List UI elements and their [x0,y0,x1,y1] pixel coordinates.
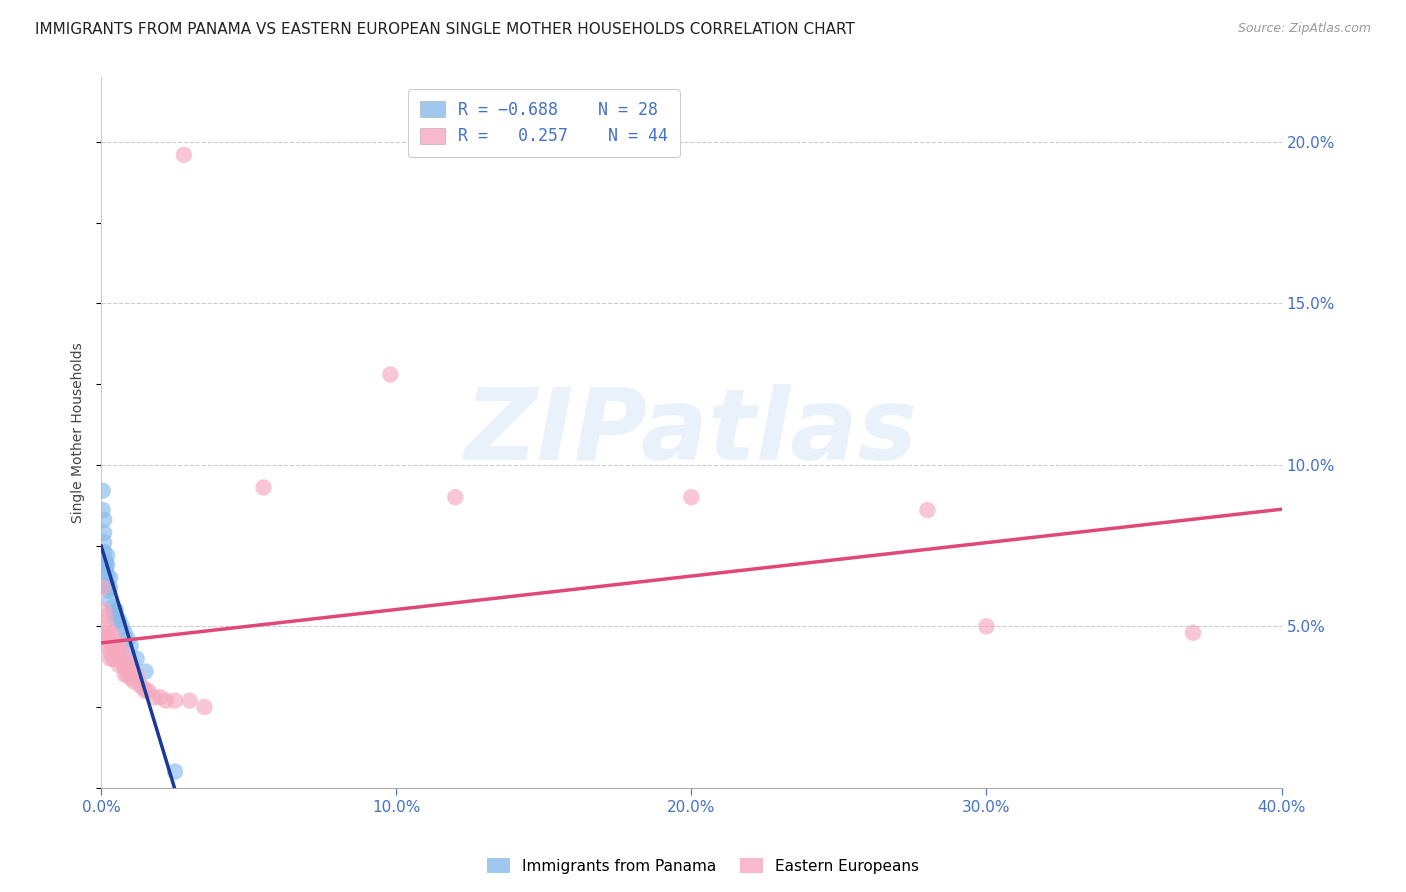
Point [93,535,115,549]
Point [444,490,467,504]
Text: ZIPatlas: ZIPatlas [465,384,918,481]
Point [173,148,195,162]
Point [98,581,121,595]
Point [91,503,114,517]
Point [131,681,153,695]
Point [125,651,148,665]
Point [96,629,118,643]
Point [91,483,114,498]
Point [134,665,156,679]
Point [134,684,156,698]
Point [117,667,139,681]
Point [94,555,117,569]
Point [104,613,127,627]
Point [94,609,117,624]
Point [117,632,139,647]
Point [380,368,402,382]
Point [96,558,118,572]
Point [91,581,114,595]
Point [96,639,118,653]
Point [93,625,115,640]
Point [111,619,134,633]
Point [104,651,127,665]
Point [93,513,115,527]
Point [128,677,150,691]
Point [114,661,136,675]
Point [98,635,121,649]
Point [98,625,121,640]
Point [101,639,124,653]
Point [108,648,131,663]
Point [111,655,134,669]
Point [108,613,131,627]
Point [93,545,115,559]
Point [96,577,118,591]
Point [179,693,201,707]
Point [93,525,115,540]
Point [252,481,274,495]
Point [917,503,939,517]
Point [114,625,136,640]
Point [98,593,121,607]
Text: Source: ZipAtlas.com: Source: ZipAtlas.com [1237,22,1371,36]
Legend: R = −0.688    N = 28, R =   0.257    N = 44: R = −0.688 N = 28, R = 0.257 N = 44 [408,89,679,157]
Point [120,665,142,679]
Text: IMMIGRANTS FROM PANAMA VS EASTERN EUROPEAN SINGLE MOTHER HOUSEHOLDS CORRELATION : IMMIGRANTS FROM PANAMA VS EASTERN EUROPE… [35,22,855,37]
Point [143,690,166,705]
Point [163,764,186,779]
Point [97,583,120,598]
Point [96,549,118,563]
Point [681,490,703,504]
Point [98,571,121,585]
Point [122,674,145,689]
Point [108,639,131,653]
Point [101,651,124,665]
Point [149,690,172,705]
Legend: Immigrants from Panama, Eastern Europeans: Immigrants from Panama, Eastern European… [481,852,925,880]
Point [120,639,142,653]
Point [155,693,177,707]
Point [114,651,136,665]
Point [104,603,127,617]
Point [93,603,115,617]
Point [96,619,118,633]
Point [117,658,139,673]
Point [111,645,134,659]
Point [96,567,118,582]
Point [94,561,117,575]
Point [104,639,127,653]
Point [108,658,131,673]
Point [101,599,124,614]
Point [101,607,124,621]
Point [976,619,998,633]
Point [120,671,142,685]
Y-axis label: Single Mother Households: Single Mother Households [72,343,86,523]
Point [138,684,160,698]
Point [98,651,121,665]
Point [163,693,186,707]
Point [125,667,148,681]
Point [193,700,215,714]
Point [1182,625,1205,640]
Point [98,645,121,659]
Point [114,667,136,681]
Point [101,629,124,643]
